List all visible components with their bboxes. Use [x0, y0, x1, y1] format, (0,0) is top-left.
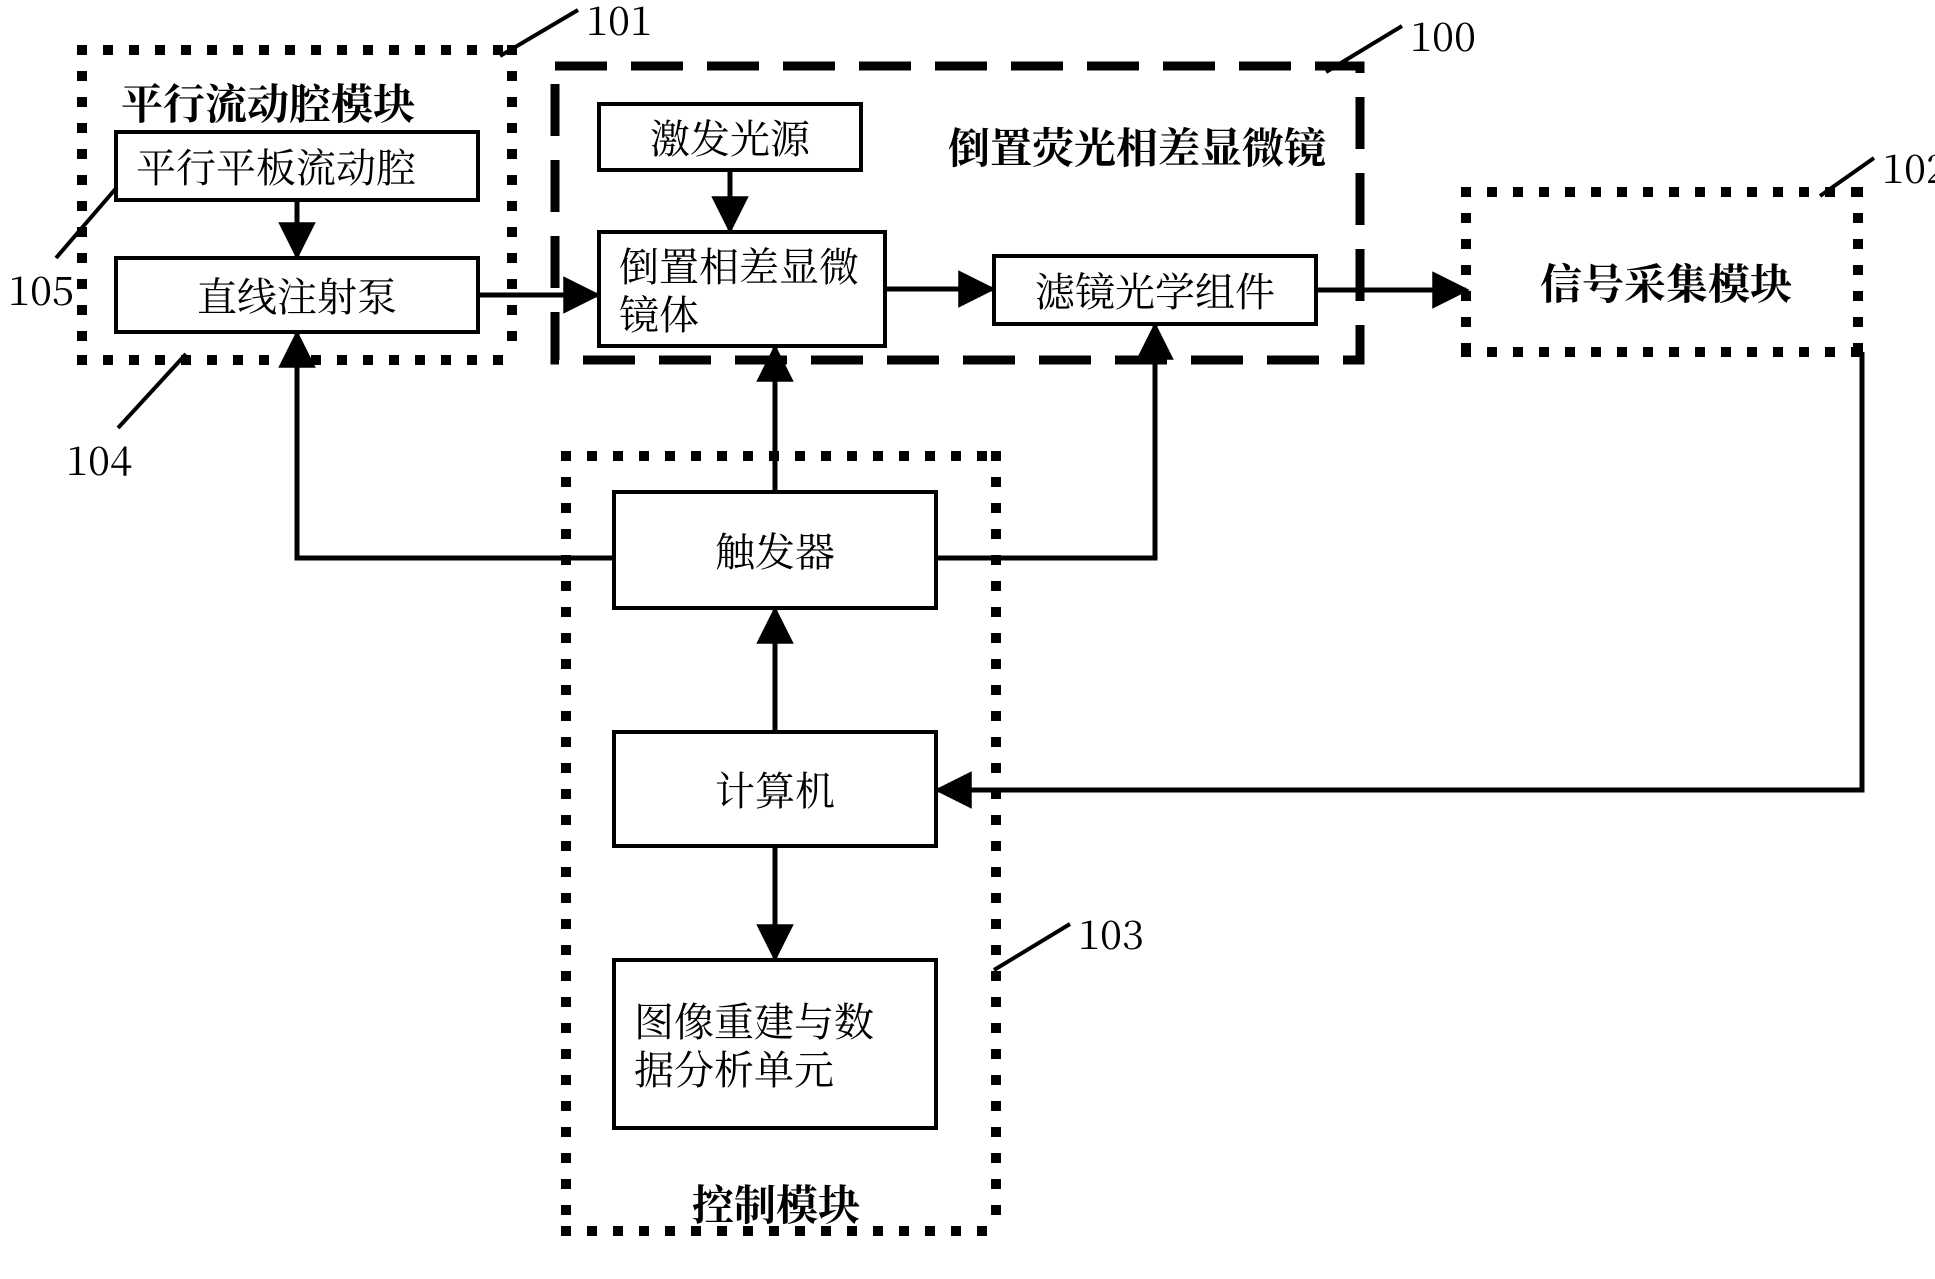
ref-r103: 103: [1078, 904, 1144, 961]
box-filter_optics: 滤镜光学组件: [992, 254, 1318, 326]
ref-r101: 101: [586, 0, 652, 47]
ref-r105: 105: [8, 260, 74, 317]
box-text-image_unit: 图像重建与数 据分析单元: [634, 996, 874, 1092]
box-microscope_body: 倒置相差显微 镜体: [597, 230, 887, 348]
box-syringe_pump: 直线注射泵: [114, 256, 480, 334]
box-text-light_source: 激发光源: [650, 113, 810, 161]
ref-r102: 102: [1882, 138, 1935, 195]
box-text-filter_optics: 滤镜光学组件: [1035, 266, 1275, 314]
box-trigger: 触发器: [612, 490, 938, 610]
module-title-signal: 信号采集模块: [1540, 252, 1792, 312]
box-computer: 计算机: [612, 730, 938, 848]
box-flow_chamber: 平行平板流动腔: [114, 130, 480, 202]
box-light_source: 激发光源: [597, 102, 863, 172]
box-text-microscope_body: 倒置相差显微 镜体: [619, 241, 859, 337]
box-image_unit: 图像重建与数 据分析单元: [612, 958, 938, 1130]
box-text-flow_chamber: 平行平板流动腔: [136, 142, 416, 190]
module-title-control: 控制模块: [692, 1173, 860, 1233]
box-text-syringe_pump: 直线注射泵: [197, 271, 397, 319]
box-text-computer: 计算机: [715, 765, 835, 813]
ref-r100: 100: [1410, 6, 1476, 63]
module-title-flow: 平行流动腔模块: [121, 72, 415, 132]
box-text-trigger: 触发器: [715, 526, 835, 574]
module-title-microscope: 倒置荧光相差显微镜: [948, 116, 1326, 176]
ref-r104: 104: [66, 430, 132, 487]
